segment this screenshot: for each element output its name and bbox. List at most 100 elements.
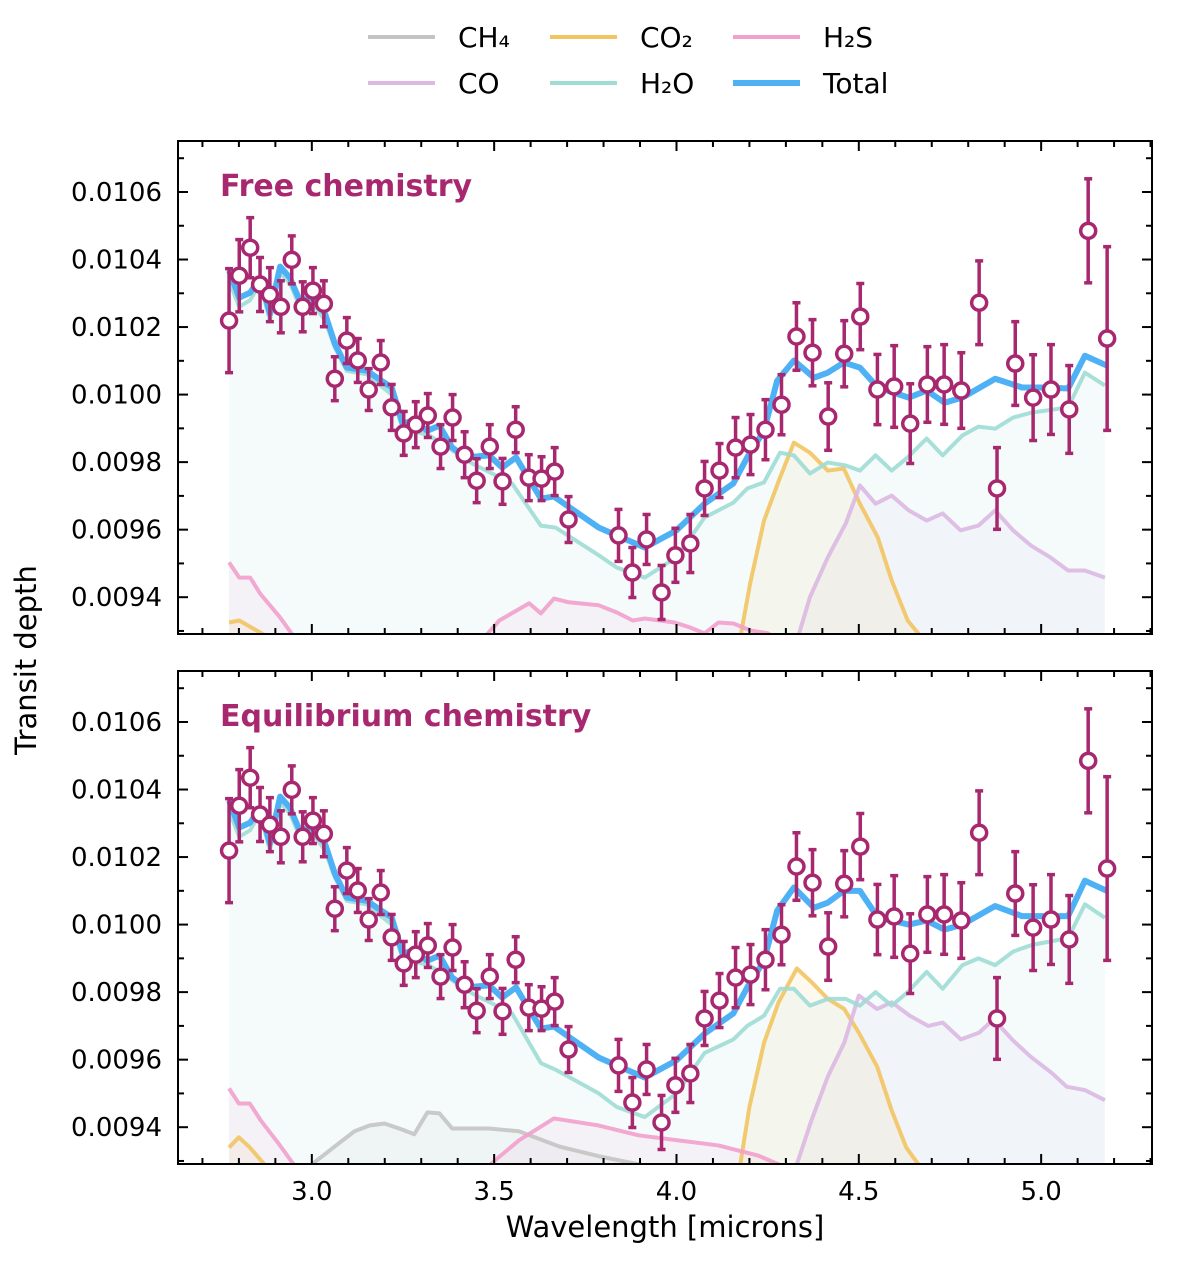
data-marker [756,420,775,439]
data-point [952,880,971,961]
data-point [260,795,280,854]
data-marker [710,461,729,480]
data-marker [303,281,323,300]
y-tick-label: 0.0094 [71,1113,162,1143]
data-point [934,872,954,957]
data-marker [431,437,450,456]
data-point [969,259,989,347]
y-tick-label: 0.0104 [71,246,162,276]
data-point [756,397,775,462]
data-point [382,912,401,963]
data-marker [371,353,390,372]
data-point [418,921,438,970]
data-point [772,902,791,967]
panel-equilibrium-chemistry: Equilibrium chemistry 3.0 3.5 4.0 4.5 5.0 0.00… [71,670,1153,1207]
y-tick-label: 0.0094 [71,583,162,613]
y-axis-label: Transit depth [9,565,43,756]
data-marker [834,874,854,893]
data-point [695,989,714,1048]
data-marker [337,331,357,350]
data-point [443,392,462,443]
data-point [637,512,656,567]
data-point [818,381,838,453]
data-point [741,942,760,1007]
data-point [271,279,291,335]
data-point [1041,872,1061,967]
data-point [303,265,323,316]
y-tick-label: 0.0106 [71,178,162,208]
data-marker [406,415,426,434]
data-point [695,459,714,518]
data-point [987,975,1007,1062]
data-point [394,939,413,988]
data-point [348,336,368,385]
data-point [467,456,486,505]
series-fill-2 [229,1088,778,1164]
data-marker [818,937,838,956]
data-marker [851,837,870,856]
data-marker [818,407,838,426]
data-marker [282,780,302,800]
data-marker [934,375,954,394]
data-point [884,343,904,430]
data-marker [293,827,312,847]
data-marker [467,1001,486,1020]
data-point [868,882,887,957]
data-point [609,507,628,564]
data-point [666,526,685,585]
data-marker [1078,751,1098,771]
data-marker [219,841,239,860]
data-point [623,1075,642,1130]
data-marker [443,938,462,957]
y-tick-label: 0.0106 [71,708,162,738]
data-marker [772,395,791,414]
data-point [710,441,729,500]
data-point [969,789,989,877]
data-point [559,1024,578,1075]
data-point [834,848,854,919]
data-point [952,350,971,431]
data-point [1078,177,1098,285]
plot-area [219,707,1117,1164]
data-marker [1041,910,1061,929]
data-marker [868,910,887,929]
data-point [900,912,920,996]
data-point [230,767,249,844]
data-point [1059,893,1079,986]
x-axis-label: Wavelength [microns] [506,1210,825,1244]
data-marker [455,445,474,464]
data-marker [884,907,904,926]
data-marker [431,967,450,986]
data-marker [314,294,334,314]
data-marker [803,343,822,362]
data-marker [455,975,474,994]
data-point [394,409,413,458]
data-point [726,945,745,1010]
series-line-3 [794,993,1106,1164]
data-marker [803,873,822,892]
data-point [271,809,291,865]
data-marker [1078,221,1098,241]
data-point [1097,244,1117,433]
data-point [293,810,312,864]
data-point [260,265,280,324]
data-marker [303,811,323,830]
legend-label: Total [822,67,888,100]
data-marker [230,266,249,285]
data-point [480,422,500,471]
data-point [787,830,806,903]
data-point [443,922,462,973]
data-point [240,215,260,280]
data-point [359,366,378,413]
data-point [480,952,500,1001]
data-marker [325,899,345,918]
data-marker [609,526,628,545]
legend-label: H₂O [640,67,694,100]
data-point [406,399,426,450]
legend-label: H₂S [823,21,873,54]
data-marker [418,936,438,955]
data-marker [695,1009,714,1028]
data-point [418,391,438,440]
data-point [314,279,334,329]
data-point [532,454,551,503]
